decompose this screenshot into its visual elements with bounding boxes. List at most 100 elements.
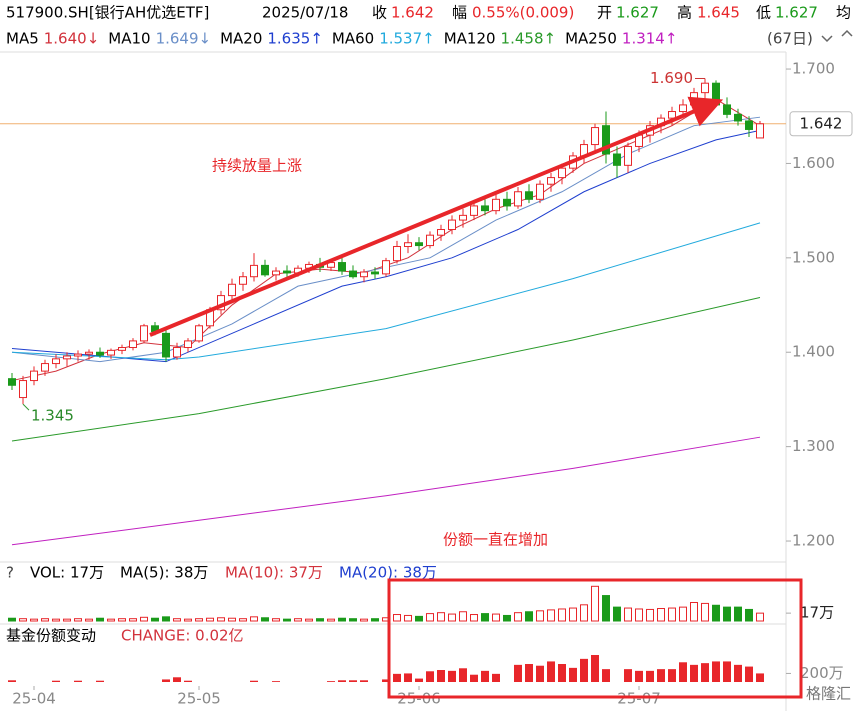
change-bar [536, 665, 544, 682]
legend-value: 1.649↓ [156, 30, 212, 48]
change-tick-label: 200万 [800, 664, 844, 682]
candle-body [173, 347, 181, 358]
volume-bar [239, 618, 247, 622]
change-bar [8, 680, 16, 682]
volume-bar [470, 614, 478, 622]
change-bar [635, 670, 643, 682]
volume-bar [129, 618, 137, 622]
legend-name: MA120 [444, 30, 496, 48]
volume-bar [140, 616, 148, 622]
volume-bar [63, 618, 71, 622]
change-title: 基金份额变动 [6, 627, 96, 645]
candle-body [723, 104, 731, 115]
change-bar [657, 669, 665, 682]
volume-bar [635, 608, 643, 622]
help-icon[interactable]: ? [6, 564, 14, 582]
y-tick-label: 1.600 [792, 154, 835, 172]
candle-body [107, 349, 115, 356]
high-label: 高 [677, 4, 692, 22]
change-bar [745, 666, 753, 682]
volume-bar [580, 604, 588, 622]
change-bar [74, 680, 82, 682]
y-tick-label: 1.700 [792, 60, 835, 78]
ma-line [11, 222, 761, 361]
candle-body [734, 113, 742, 122]
legend-name: MA10 [108, 30, 150, 48]
candle-body [349, 270, 357, 278]
change-bar [327, 681, 335, 682]
change-bar [712, 661, 720, 682]
volume-bar [624, 607, 632, 622]
volume-bar [668, 607, 676, 622]
candle-body [756, 123, 764, 139]
candle-body [448, 219, 456, 231]
header: 517900.SH[银行AH优选ETF] 2025/07/18 收 1.642 … [6, 4, 853, 48]
volume-bar [437, 612, 445, 622]
candle-body [437, 229, 445, 236]
volume-bar [393, 614, 401, 622]
volume-bar [195, 618, 203, 622]
annotation: 份额一直在增加 [443, 531, 548, 549]
candle-body [404, 242, 412, 248]
change-bar [679, 662, 687, 682]
candle-body [52, 358, 60, 365]
change-bar [569, 667, 577, 682]
candle-body [184, 340, 192, 349]
volume-bar [426, 613, 434, 622]
volume-bar [514, 612, 522, 622]
volume-bar [261, 617, 269, 622]
change-bar [646, 670, 654, 682]
high-value: 1.645 [697, 4, 740, 22]
change-bar [580, 658, 588, 682]
volume-bar [646, 608, 654, 622]
watermark: 格隆汇 [806, 685, 851, 703]
candle-body [602, 125, 610, 155]
change-bar [162, 679, 170, 682]
volume-bar [536, 610, 544, 622]
candle-body [745, 120, 753, 130]
volume-bar [371, 618, 379, 622]
change-bar [690, 664, 698, 682]
change-bar [437, 670, 445, 682]
volume-bar [338, 617, 346, 622]
vol-ma10: MA(10): 37万 [225, 564, 323, 582]
volume-bar [569, 607, 577, 622]
x-tick-label: 25-04 [12, 690, 56, 708]
change-bar [393, 673, 401, 682]
volume-bar [701, 602, 709, 622]
candle-body [228, 283, 236, 297]
change-bar [426, 671, 434, 682]
candle-body [85, 351, 93, 355]
change-bar [734, 664, 742, 682]
volume-bar [349, 618, 357, 622]
collapse-icon[interactable] [841, 29, 853, 37]
volume-bar [404, 614, 412, 622]
volume-bar [316, 618, 324, 622]
date: 2025/07/18 [262, 4, 348, 22]
volume-bar [96, 617, 104, 622]
volume-bar [173, 618, 181, 622]
volume-bar [503, 614, 511, 622]
volume-bar [217, 617, 225, 622]
volume-bar [723, 606, 731, 622]
volume-bar [492, 613, 500, 622]
volume-bar [74, 618, 82, 622]
candle-body [261, 264, 269, 276]
change-bar [360, 680, 368, 682]
candle-body [129, 340, 137, 349]
volume-bar [85, 618, 93, 622]
candle-body [63, 355, 71, 360]
period-selector[interactable]: (67日) [767, 30, 813, 48]
vol-title: VOL: 17万 [30, 564, 104, 582]
volume-bar [272, 618, 280, 622]
code: 517900.SH[银行AH优选ETF] [6, 4, 209, 22]
dropdown-icon[interactable] [821, 35, 833, 43]
volume-bar [712, 604, 720, 622]
candle-body [701, 82, 709, 94]
change-bar [470, 674, 478, 682]
change-bar [52, 680, 60, 682]
marker-line [22, 403, 30, 411]
volume-bar [162, 616, 170, 622]
change-bar [701, 663, 709, 682]
